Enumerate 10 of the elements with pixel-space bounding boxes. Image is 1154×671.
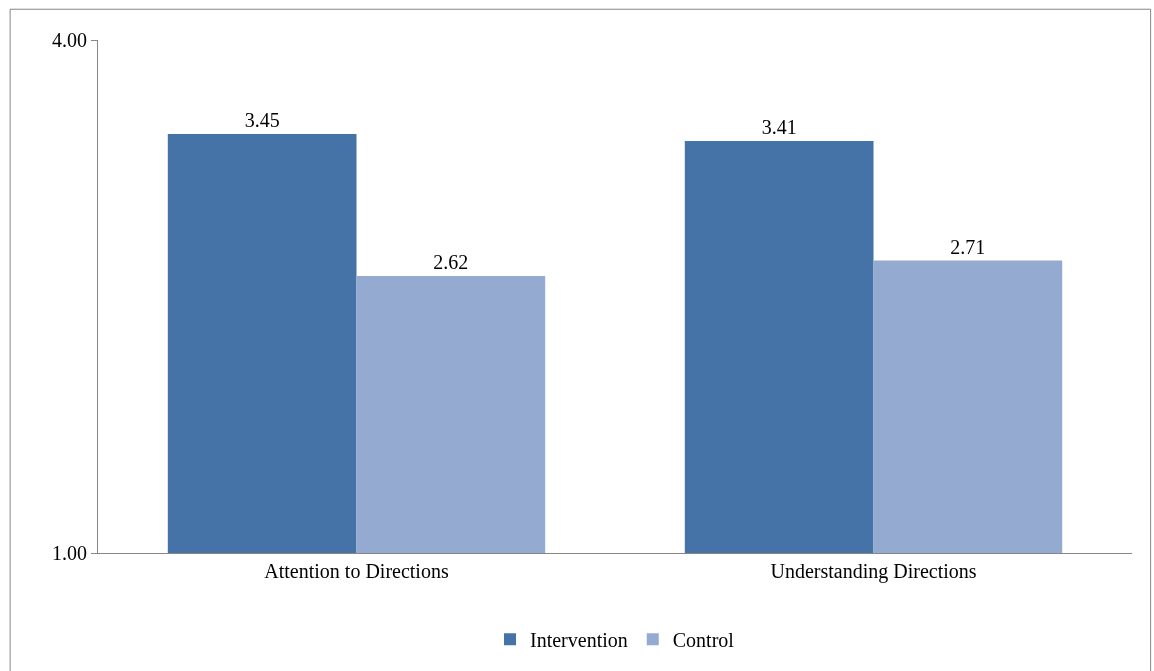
legend-label: Intervention xyxy=(530,628,628,651)
y-tick-label: 1.00 xyxy=(52,542,87,564)
data-label: 2.71 xyxy=(950,235,986,258)
x-tick-label: Understanding Directions xyxy=(770,560,977,583)
y-tick-label: 4.00 xyxy=(52,29,87,51)
x-tick-label: Attention to Directions xyxy=(264,560,449,582)
data-label: 2.62 xyxy=(433,250,469,273)
legend-label: Control xyxy=(672,628,735,651)
data-label: 3.41 xyxy=(761,115,797,138)
data-label: 3.45 xyxy=(244,109,280,132)
